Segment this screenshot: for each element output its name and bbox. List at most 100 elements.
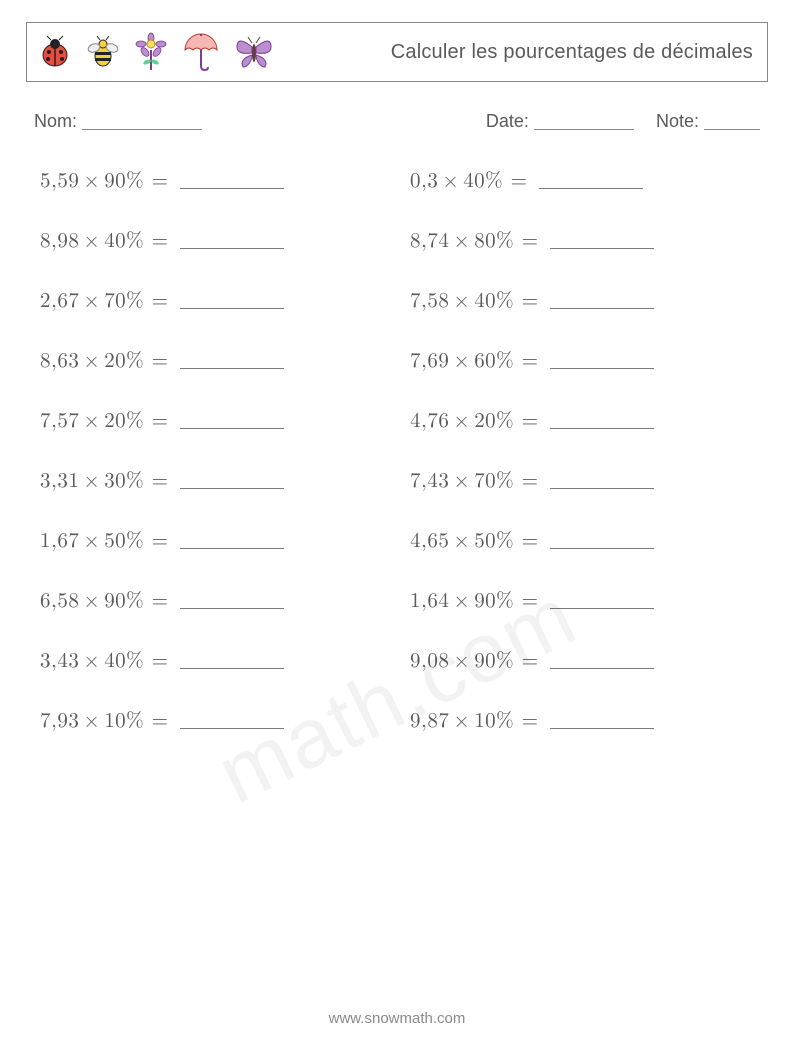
operator: × — [449, 291, 474, 312]
answer-blank — [180, 228, 284, 249]
operator: × — [449, 351, 474, 372]
problem: 9,87×10% = — [410, 706, 760, 734]
answer-blank — [180, 708, 284, 729]
note-field: Note: — [656, 108, 760, 132]
operand-b: 70% — [474, 471, 514, 492]
name-label: Nom: — [34, 111, 77, 131]
equals: = — [144, 171, 176, 192]
operand-b: 40% — [104, 231, 144, 252]
umbrella-icon — [181, 32, 221, 72]
problem: 7,43×70% = — [410, 466, 760, 494]
operand-b: 50% — [474, 531, 514, 552]
answer-blank — [550, 528, 654, 549]
answer-blank — [180, 408, 284, 429]
date-blank — [534, 111, 634, 130]
equals: = — [514, 351, 546, 372]
equals: = — [514, 471, 546, 492]
operator: × — [79, 351, 104, 372]
answer-blank — [180, 288, 284, 309]
equals: = — [144, 471, 176, 492]
problem: 1,64×90% = — [410, 586, 760, 614]
equals: = — [144, 651, 176, 672]
answer-blank — [550, 288, 654, 309]
operand-a: 9,87 — [410, 711, 449, 732]
bee-icon — [85, 34, 121, 70]
answer-blank — [550, 408, 654, 429]
answer-blank — [180, 168, 284, 189]
meta-right: Date: Note: — [486, 108, 760, 132]
operand-b: 10% — [104, 711, 144, 732]
operand-a: 8,74 — [410, 231, 449, 252]
operand-b: 40% — [104, 651, 144, 672]
answer-blank — [550, 648, 654, 669]
answer-blank — [180, 528, 284, 549]
operand-a: 5,59 — [40, 171, 79, 192]
operator: × — [449, 471, 474, 492]
name-blank — [82, 111, 202, 130]
answer-blank — [550, 228, 654, 249]
operator: × — [79, 711, 104, 732]
header-icons — [33, 32, 275, 72]
problem: 8,63×20% = — [40, 346, 390, 374]
operator: × — [449, 411, 474, 432]
equals: = — [144, 711, 176, 732]
problem: 3,43×40% = — [40, 646, 390, 674]
header-box: Calculer les pourcentages de décimales — [26, 22, 768, 82]
answer-blank — [180, 468, 284, 489]
problems-grid: 5,59×90% = 0,3×40% = 8,98×40% = 8,74×80%… — [40, 166, 760, 734]
meta-row: Nom: Date: Note: — [34, 108, 760, 132]
worksheet-page: Calculer les pourcentages de décimales N… — [0, 0, 794, 1053]
operator: × — [79, 651, 104, 672]
operator: × — [79, 411, 104, 432]
operand-b: 50% — [104, 531, 144, 552]
problem: 7,58×40% = — [410, 286, 760, 314]
operand-b: 20% — [104, 411, 144, 432]
operand-b: 20% — [104, 351, 144, 372]
operator: × — [438, 171, 463, 192]
operand-b: 70% — [104, 291, 144, 312]
operator: × — [79, 291, 104, 312]
problem: 3,31×30% = — [40, 466, 390, 494]
answer-blank — [180, 648, 284, 669]
answer-blank — [550, 468, 654, 489]
equals: = — [144, 351, 176, 372]
operand-b: 30% — [104, 471, 144, 492]
operand-a: 9,08 — [410, 651, 449, 672]
problem: 7,69×60% = — [410, 346, 760, 374]
answer-blank — [550, 588, 654, 609]
operand-b: 90% — [104, 591, 144, 612]
operand-a: 3,31 — [40, 471, 79, 492]
butterfly-icon — [233, 33, 275, 71]
operator: × — [449, 591, 474, 612]
answer-blank — [550, 348, 654, 369]
operand-a: 7,69 — [410, 351, 449, 372]
equals: = — [514, 291, 546, 312]
operator: × — [79, 171, 104, 192]
equals: = — [144, 591, 176, 612]
answer-blank — [550, 708, 654, 729]
problem: 8,98×40% = — [40, 226, 390, 254]
operand-a: 4,76 — [410, 411, 449, 432]
operator: × — [449, 531, 474, 552]
problem: 4,76×20% = — [410, 406, 760, 434]
name-field: Nom: — [34, 108, 202, 132]
date-field: Date: — [486, 108, 634, 132]
operand-a: 0,3 — [410, 171, 438, 192]
operand-a: 2,67 — [40, 291, 79, 312]
operator: × — [449, 231, 474, 252]
operand-a: 1,67 — [40, 531, 79, 552]
operator: × — [449, 651, 474, 672]
operator: × — [79, 591, 104, 612]
equals: = — [514, 531, 546, 552]
operand-b: 40% — [474, 291, 514, 312]
answer-blank — [180, 348, 284, 369]
note-label: Note: — [656, 111, 699, 131]
operand-a: 7,58 — [410, 291, 449, 312]
note-blank — [704, 111, 760, 130]
answer-blank — [180, 588, 284, 609]
flower-icon — [133, 32, 169, 72]
operand-b: 90% — [474, 591, 514, 612]
problem: 6,58×90% = — [40, 586, 390, 614]
operand-b: 20% — [474, 411, 514, 432]
operand-b: 90% — [104, 171, 144, 192]
